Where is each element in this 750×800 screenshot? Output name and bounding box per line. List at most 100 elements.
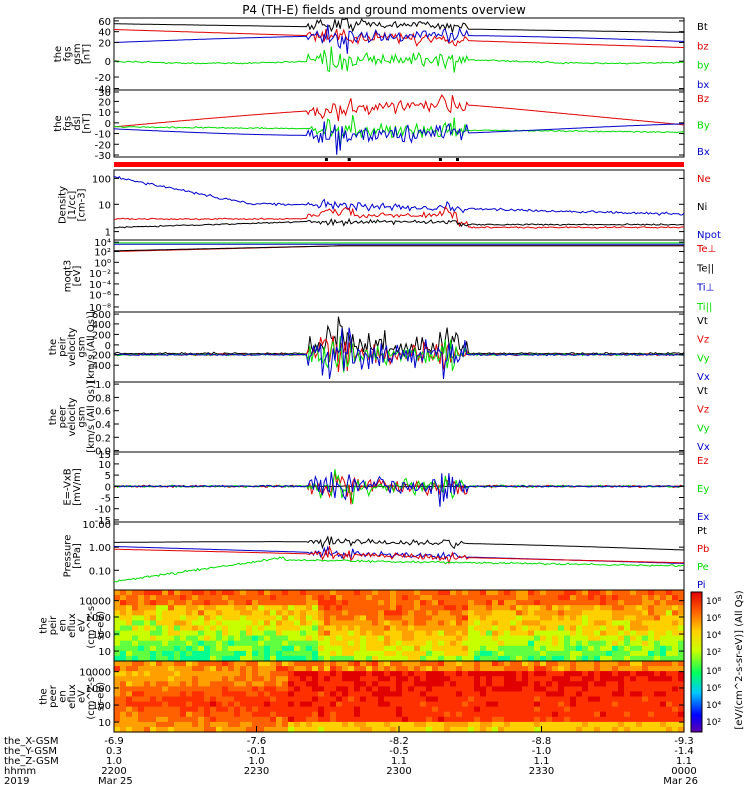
spectrogram-cell: [672, 600, 679, 606]
spectrogram-cell: [120, 691, 127, 698]
spectrogram-cell: [138, 716, 145, 723]
spectrogram-cell: [228, 726, 235, 733]
spectrogram-cell: [258, 615, 265, 622]
spectrogram-cell: [474, 696, 481, 703]
spectrogram-cell: [534, 630, 541, 637]
spectrogram-cell: [504, 696, 511, 703]
spectrogram-cell: [114, 686, 121, 693]
spectrogram-cell: [138, 686, 145, 693]
spectrogram-cell: [276, 696, 283, 703]
spectrogram-cell: [240, 726, 247, 733]
spectrogram-cell: [114, 600, 121, 606]
spectrogram-cell: [462, 671, 469, 677]
spectrogram-cell: [372, 706, 379, 713]
spectrogram-cell: [324, 666, 331, 672]
spectrogram-cell: [444, 600, 451, 606]
spectrogram-cell: [282, 590, 289, 596]
spectrogram-cell: [360, 701, 367, 708]
spectrogram-cell: [672, 666, 679, 672]
spectrogram-cell: [486, 676, 493, 682]
spectrogram-cell: [672, 716, 679, 723]
y-axis-label-line: gsm: [77, 406, 88, 427]
spectrogram-cell: [612, 625, 619, 632]
spectrogram-cell: [582, 661, 589, 667]
spectrogram-cell: [234, 726, 241, 733]
spectrogram-cell: [558, 640, 565, 647]
spectrogram-cell: [312, 620, 319, 627]
spectrogram-cell: [312, 595, 319, 601]
spectrogram-cell: [672, 630, 679, 637]
spectrogram-cell: [570, 615, 577, 622]
spectrogram-cell: [588, 590, 595, 596]
spectrogram-cell: [330, 630, 337, 637]
spectrogram-cell: [390, 696, 397, 703]
spectrogram-cell: [450, 590, 457, 596]
spectrogram-cell: [204, 681, 211, 687]
spectrogram-cell: [588, 691, 595, 698]
spectrogram-cell: [468, 701, 475, 708]
x-tick-label: 0.3: [106, 746, 122, 757]
spectrogram-cell: [366, 615, 373, 622]
spectrogram-cell: [414, 615, 421, 622]
spectrogram-cell: [492, 661, 499, 667]
y-tick-label: 100: [92, 701, 111, 712]
spectrogram-cell: [246, 696, 253, 703]
spectrogram-cell: [660, 701, 667, 708]
spectrogram-cell: [198, 595, 205, 601]
spectrogram-cell: [396, 605, 403, 611]
x-tick-label: -1.4: [674, 746, 694, 757]
spectrogram-cell: [444, 620, 451, 627]
spectrogram-cell: [432, 645, 439, 652]
spectrogram-cell: [114, 721, 121, 728]
spectrogram-cell: [552, 671, 559, 677]
spectrogram-cell: [426, 716, 433, 723]
spectrogram-cell: [324, 706, 331, 713]
spectrogram-cell: [390, 645, 397, 652]
spectrogram-cell: [324, 691, 331, 698]
spectrogram-cell: [378, 686, 385, 693]
spectrogram-cell: [288, 590, 295, 596]
spectrogram-cell: [270, 630, 277, 637]
spectrogram-cell: [510, 691, 517, 698]
spectrogram-cell: [402, 726, 409, 733]
spectrogram-cell: [504, 661, 511, 667]
spectrogram-cell: [180, 671, 187, 677]
x-tick-label: -8.8: [532, 736, 552, 747]
spectrogram-cell: [534, 691, 541, 698]
spectrogram-cell: [660, 711, 667, 718]
spectrogram-cell: [174, 676, 181, 682]
spectrogram-cell: [234, 655, 241, 662]
spectrogram-cell: [390, 590, 397, 596]
spectrogram-cell: [258, 676, 265, 682]
y-axis-label-line: eflux: [67, 684, 78, 709]
spectrogram-cell: [552, 650, 559, 657]
spectrogram-cell: [660, 666, 667, 672]
spectrogram-cell: [516, 671, 523, 677]
colorbar-tick-label: 10⁶: [706, 684, 721, 694]
spectrogram-cell: [210, 696, 217, 703]
spectrogram-cell: [504, 706, 511, 713]
spectrogram-cell: [378, 661, 385, 667]
spectrogram-cell: [420, 671, 427, 677]
spectrogram-cell: [486, 640, 493, 647]
spectrogram-cell: [528, 666, 535, 672]
colorbar-tick-label: 10⁸: [706, 667, 721, 677]
spectrogram-cell: [282, 696, 289, 703]
spectrogram-cell: [312, 686, 319, 693]
spectrogram-cell: [180, 650, 187, 657]
spectrogram-cell: [114, 650, 121, 657]
spectrogram-cell: [618, 701, 625, 708]
spectrogram-cell: [426, 655, 433, 662]
spectrogram-cell: [306, 605, 313, 611]
spectrogram-cell: [588, 655, 595, 662]
spectrogram-cell: [516, 706, 523, 713]
spectrogram-cell: [342, 726, 349, 733]
spectrogram-cell: [228, 691, 235, 698]
spectrogram-cell: [216, 650, 223, 657]
spectrogram-cell: [330, 671, 337, 677]
spectrogram-cell: [522, 655, 529, 662]
spectrogram-cell: [240, 711, 247, 718]
spectrogram-cell: [306, 691, 313, 698]
spectrogram-cell: [300, 661, 307, 667]
spectrogram-cell: [492, 600, 499, 606]
